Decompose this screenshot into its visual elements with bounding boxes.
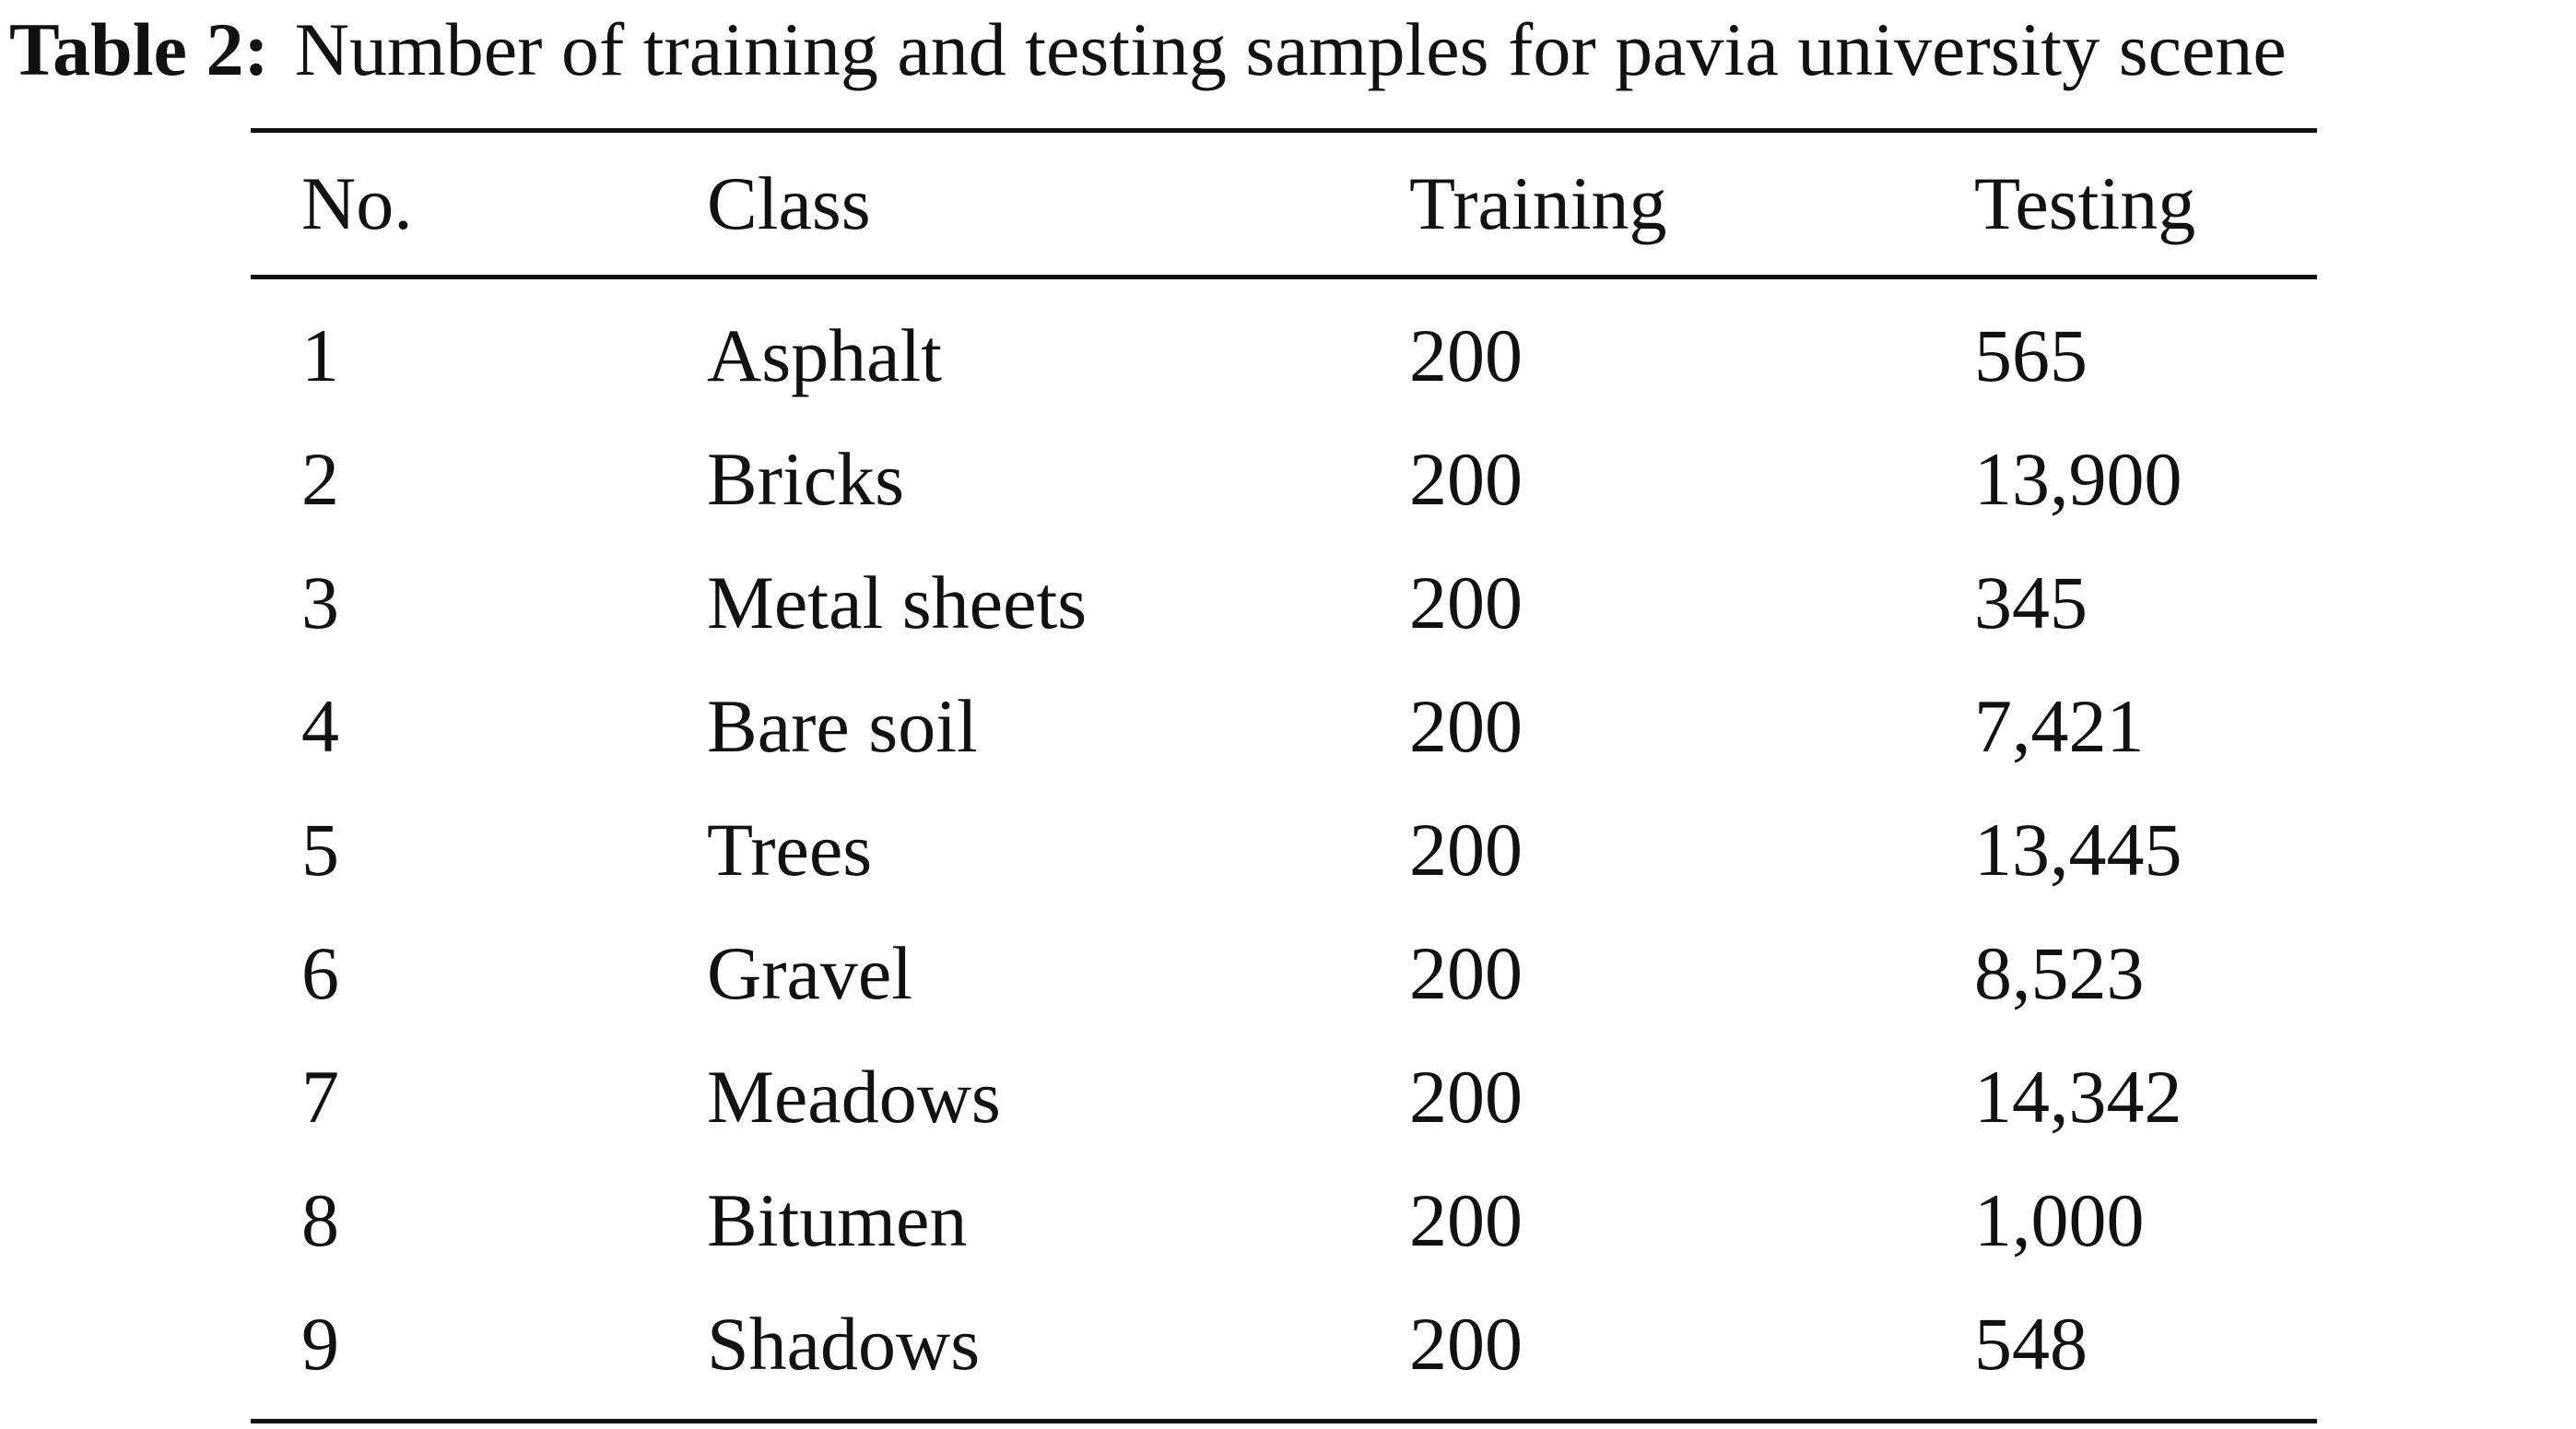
cell-testing: 14,342 — [1974, 1055, 2182, 1139]
caption-label: Table 2: — [9, 7, 269, 91]
cell-training: 200 — [1409, 931, 1523, 1015]
cell-class: Asphalt — [707, 313, 943, 397]
cell-training: 200 — [1409, 1302, 1523, 1386]
cell-class: Trees — [707, 808, 873, 892]
cell-no: 3 — [301, 561, 339, 644]
header-testing: Testing — [1974, 161, 2196, 245]
table-row: 5 Trees 200 13,445 — [251, 788, 2317, 912]
cell-testing: 7,421 — [1974, 684, 2145, 768]
cell-class: Gravel — [707, 931, 913, 1015]
table-row: 7 Meadows 200 14,342 — [251, 1035, 2317, 1159]
cell-training: 200 — [1409, 313, 1523, 397]
samples-table: No. Class Training Testing 1 Asphalt 200… — [251, 128, 2317, 1423]
cell-no: 6 — [301, 931, 339, 1015]
cell-no: 4 — [301, 684, 339, 768]
top-rule — [251, 128, 2317, 133]
cell-no: 8 — [301, 1178, 339, 1262]
cell-testing: 345 — [1974, 561, 2088, 644]
cell-testing: 1,000 — [1974, 1178, 2145, 1262]
table-header-row: No. Class Training Testing — [251, 133, 2317, 275]
cell-class: Shadows — [707, 1302, 981, 1386]
table-row: 1 Asphalt 200 565 — [251, 294, 2317, 418]
cell-no: 5 — [301, 808, 339, 892]
cell-class: Bare soil — [707, 684, 978, 768]
header-rule — [251, 275, 2317, 279]
cell-training: 200 — [1409, 437, 1523, 521]
cell-testing: 565 — [1974, 313, 2088, 397]
table-row: 2 Bricks 200 13,900 — [251, 418, 2317, 541]
header-training: Training — [1409, 161, 1667, 245]
table-row: 8 Bitumen 200 1,000 — [251, 1159, 2317, 1282]
table-row: 9 Shadows 200 548 — [251, 1282, 2317, 1406]
cell-no: 2 — [301, 437, 339, 521]
cell-class: Meadows — [707, 1055, 1001, 1139]
cell-training: 200 — [1409, 808, 1523, 892]
header-no: No. — [301, 161, 413, 245]
cell-training: 200 — [1409, 561, 1523, 644]
header-class: Class — [707, 161, 871, 245]
cell-no: 9 — [301, 1302, 339, 1386]
table-row: 3 Metal sheets 200 345 — [251, 541, 2317, 665]
cell-class: Bricks — [707, 437, 905, 521]
cell-testing: 548 — [1974, 1302, 2088, 1386]
cell-no: 1 — [301, 313, 339, 397]
table-row: 6 Gravel 200 8,523 — [251, 912, 2317, 1035]
cell-testing: 13,445 — [1974, 808, 2182, 892]
caption-text: Number of training and testing samples f… — [294, 7, 2287, 91]
cell-no: 7 — [301, 1055, 339, 1139]
cell-class: Bitumen — [707, 1178, 968, 1262]
cell-testing: 8,523 — [1974, 931, 2145, 1015]
cell-training: 200 — [1409, 1178, 1523, 1262]
table-row: 4 Bare soil 200 7,421 — [251, 665, 2317, 788]
cell-training: 200 — [1409, 1055, 1523, 1139]
bottom-rule — [251, 1419, 2317, 1423]
cell-testing: 13,900 — [1974, 437, 2182, 521]
cell-class: Metal sheets — [707, 561, 1088, 644]
cell-training: 200 — [1409, 684, 1523, 768]
table-caption: Table 2: Number of training and testing s… — [9, 6, 2287, 94]
